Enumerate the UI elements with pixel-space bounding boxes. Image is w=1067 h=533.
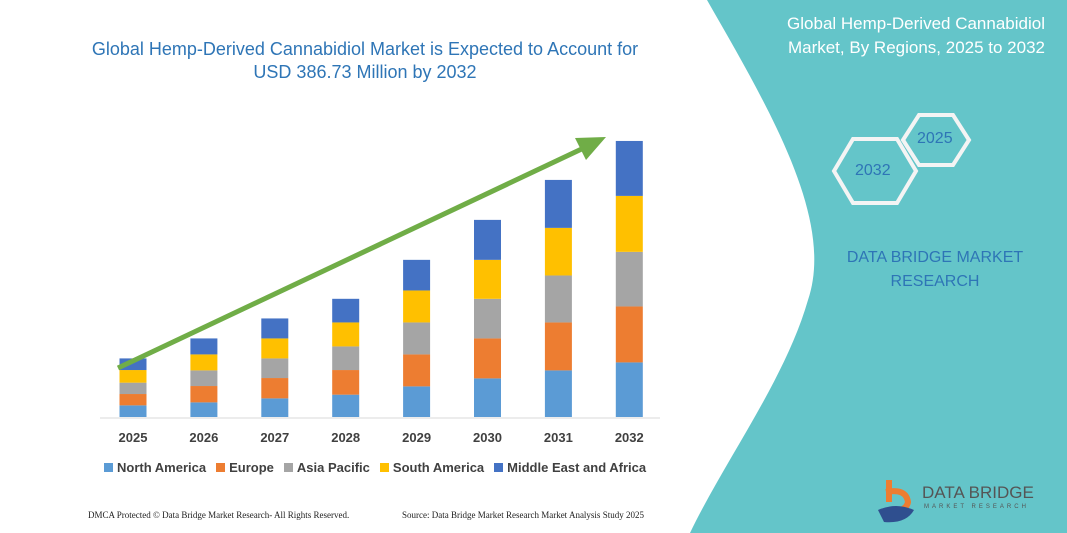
- bar-2030-europe: [474, 338, 501, 379]
- bar-2028-north-america: [332, 394, 360, 417]
- bar-2030-middle-east-and-africa: [474, 219, 501, 260]
- x-tick-label: 2030: [473, 430, 502, 445]
- x-tick-label: 2028: [331, 430, 361, 445]
- bar-2027-asia-pacific: [261, 358, 289, 379]
- x-tick-label: 2032: [614, 430, 644, 445]
- legend-swatch: [283, 463, 293, 472]
- bar-2030-asia-pacific: [474, 298, 501, 339]
- legend-item: North America: [104, 460, 206, 475]
- footer-source: Source: Data Bridge Market Research Mark…: [402, 510, 644, 520]
- bar-2031-north-america: [544, 370, 572, 417]
- legend-swatch: [104, 463, 113, 472]
- legend-label: North America: [117, 460, 207, 475]
- x-tick-label: 2031: [543, 430, 573, 445]
- bar-2027-north-america: [261, 398, 289, 417]
- chart-title: Global Hemp-Derived Cannabidiol Market i…: [91, 39, 639, 82]
- bar-2026-europe: [190, 386, 218, 403]
- bar-2029-south-america: [403, 290, 431, 323]
- legend-swatch: [216, 463, 226, 472]
- bar-2025-south-america: [119, 370, 147, 383]
- legend-label: Europe: [229, 460, 274, 475]
- side-panel-shape: [690, 0, 1067, 533]
- bar-2029-asia-pacific: [403, 322, 431, 355]
- side-panel-title: Global Hemp-Derived Cannabidiol Market, …: [787, 14, 1045, 57]
- legend-item: South America: [379, 460, 485, 475]
- legend-item: Middle East and Africa: [494, 460, 646, 475]
- bar-2027-middle-east-and-africa: [261, 318, 289, 339]
- logo-subtitle: MARKET RESEARCH: [924, 504, 1029, 510]
- bar-2030-north-america: [474, 378, 501, 417]
- bar-2025-north-america: [119, 405, 147, 417]
- bar-2032-middle-east-and-africa: [615, 140, 643, 196]
- logo-name: DATA BRIDGE: [922, 483, 1034, 502]
- bar-2032-north-america: [615, 362, 643, 417]
- hexagon-2025: [900, 113, 972, 167]
- bar-2032-europe: [615, 306, 643, 363]
- x-tick-label: 2027: [260, 430, 290, 445]
- bar-2031-asia-pacific: [544, 275, 572, 323]
- hex-label-2025: 2025: [917, 130, 953, 147]
- bar-2032-asia-pacific: [615, 251, 643, 307]
- legend: North America Europe Asia Pacific South Ame…: [104, 460, 646, 475]
- legend-swatch: [494, 463, 504, 472]
- bar-2026-south-america: [190, 354, 218, 371]
- x-tick-label: 2029: [402, 430, 432, 445]
- bar-2027-europe: [261, 378, 289, 399]
- bar-2031-middle-east-and-africa: [544, 179, 572, 228]
- legend-item: Europe: [216, 460, 274, 475]
- bar-2029-north-america: [403, 386, 431, 417]
- bar-2025-middle-east-and-africa: [119, 358, 147, 371]
- bar-2029-europe: [403, 354, 431, 387]
- bar-2029-middle-east-and-africa: [403, 259, 431, 291]
- bar-2028-asia-pacific: [332, 346, 360, 371]
- trend-arrow: [116, 137, 606, 371]
- legend-swatch: [379, 463, 389, 472]
- logo-icon: [878, 480, 914, 523]
- bar-2031-south-america: [544, 227, 572, 276]
- bars: [119, 140, 643, 417]
- legend-label: Asia Pacific: [296, 460, 370, 475]
- hexagon-2032: [831, 137, 919, 205]
- bar-2026-middle-east-and-africa: [190, 338, 218, 355]
- brand-text: DATA BRIDGE MARKET RESEARCH: [846, 249, 1024, 290]
- bar-2025-asia-pacific: [119, 382, 147, 395]
- legend-label: Middle East and Africa: [507, 460, 647, 475]
- legend-label: South America: [392, 460, 485, 475]
- bar-2025-europe: [119, 394, 147, 406]
- bar-2031-europe: [544, 322, 572, 371]
- hex-label-2032: 2032: [855, 162, 891, 179]
- footer-copyright: DMCA Protected © Data Bridge Market Rese…: [88, 510, 350, 520]
- bar-2026-asia-pacific: [190, 370, 218, 387]
- bar-2030-south-america: [474, 259, 501, 299]
- x-tick-label: 2025: [118, 430, 148, 445]
- x-tick-label: 2026: [189, 430, 219, 445]
- bar-2032-south-america: [615, 195, 643, 252]
- legend-item: Asia Pacific: [283, 460, 370, 475]
- bar-2028-europe: [332, 370, 360, 395]
- bar-2028-middle-east-and-africa: [332, 298, 360, 323]
- bar-2028-south-america: [332, 322, 360, 347]
- bar-2027-south-america: [261, 338, 289, 359]
- bar-2026-north-america: [190, 402, 218, 417]
